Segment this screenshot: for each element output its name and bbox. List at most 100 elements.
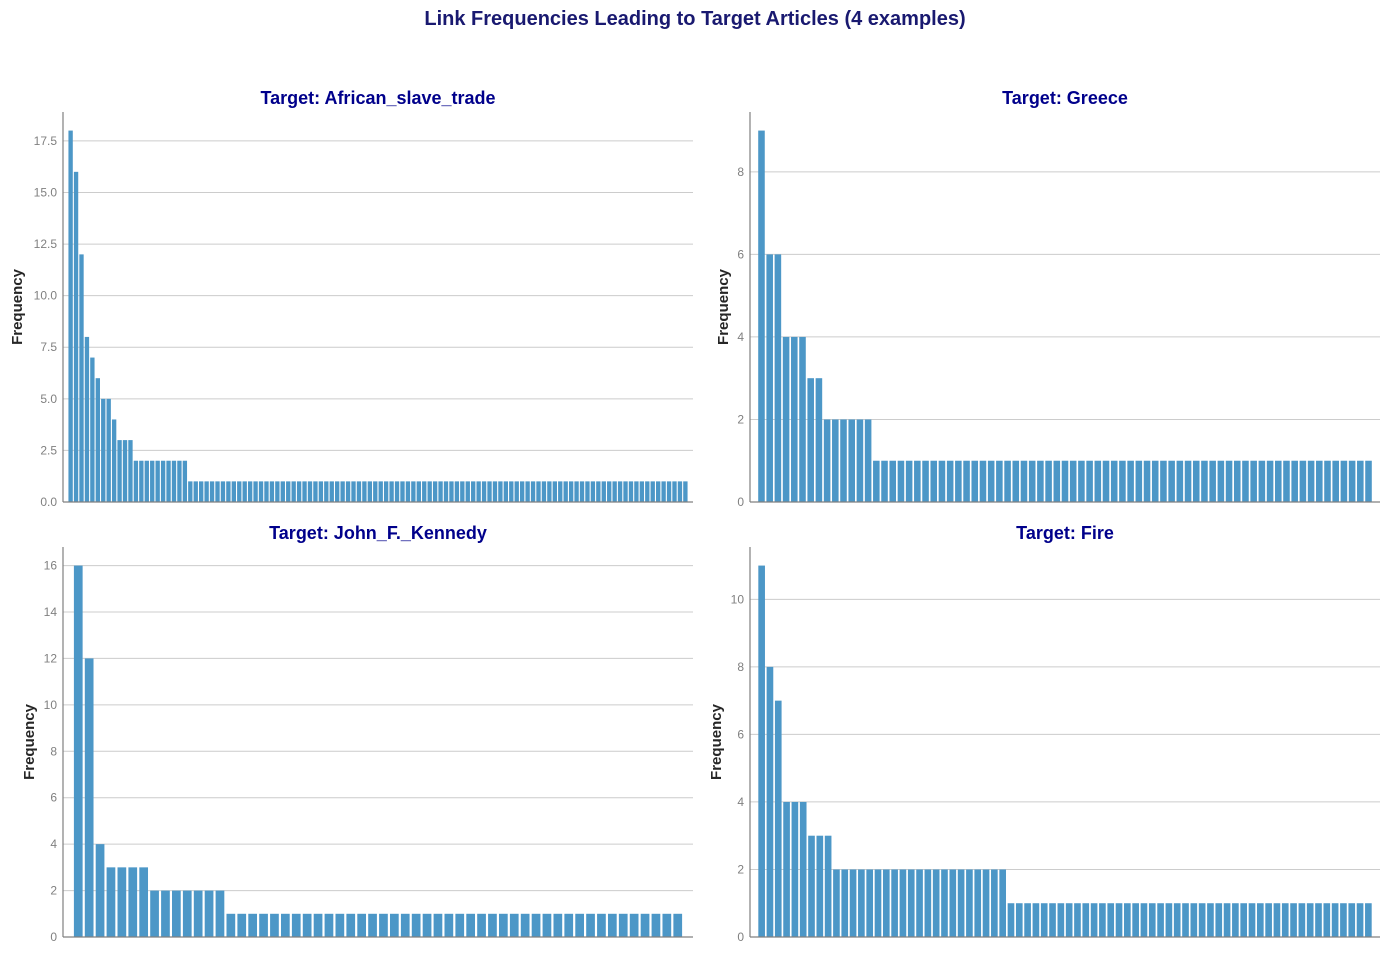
bar [1332,460,1339,502]
bar [318,481,324,502]
bar [553,913,563,937]
bar [379,913,388,937]
bar [889,460,897,502]
bar [465,481,470,502]
bar [405,481,411,502]
bar [808,835,815,937]
bar [128,440,133,502]
bar [1306,903,1314,937]
bar [946,460,954,502]
bar [313,481,318,502]
bar [432,481,438,502]
bar [1069,460,1077,502]
y-tick-label: 4 [737,330,744,344]
chart-title: Target: Fire [1016,523,1114,543]
bar [1086,460,1093,502]
bar [237,481,242,502]
bar [1015,903,1023,937]
bar [1281,903,1289,937]
bar [182,890,192,937]
bar [849,869,857,937]
bar [672,481,677,502]
bar [1365,460,1372,502]
y-tick-label: 16 [44,559,58,573]
bar [651,913,661,937]
bar [979,460,987,502]
bar [346,913,356,937]
bar [987,460,995,502]
bar [259,913,268,937]
bar [117,867,127,937]
bar [160,460,166,502]
chart-panels: 0.0 2.5 5.0 7.5 10.0 12.5 15.0 17.5 Target: Afri… [9,88,1380,944]
bar [351,481,356,502]
bar [1232,903,1239,937]
bar [1265,903,1272,937]
bar [683,481,688,502]
bar [963,460,970,502]
chart-panel-2: 0 2 4 6 8 Target: Greece Frequency [715,88,1380,509]
bar [1225,460,1233,502]
bar [106,398,111,502]
bar [422,481,427,502]
bar [601,481,606,502]
bar [128,867,138,937]
bar [106,867,116,937]
bar [220,481,226,502]
y-tick-label: 6 [737,247,744,261]
bar [368,913,377,937]
bar [617,481,623,502]
bar [193,890,203,937]
bar [1348,903,1356,937]
bar [1124,903,1131,937]
bar [139,867,149,937]
bar [73,565,83,937]
bar [171,460,177,502]
bar [481,481,487,502]
bar [914,460,921,502]
bar [1160,460,1167,502]
bar [558,481,563,502]
bar [411,913,421,937]
bar [661,481,666,502]
bar [324,481,329,502]
bar [166,460,171,502]
bar [833,869,840,937]
bar [1182,903,1189,937]
bar [378,481,383,502]
bar [389,481,394,502]
bar [848,419,855,502]
bar [373,481,378,502]
bar [1065,903,1073,937]
bar [1119,460,1126,502]
bar [666,481,672,502]
bar [466,913,476,937]
bar [840,419,847,502]
bar [596,481,601,502]
bar [1140,903,1148,937]
bar [204,890,214,937]
bar [783,801,790,937]
bar [640,913,650,937]
bar [400,481,405,502]
bar [340,481,345,502]
bar [455,913,465,937]
bar [1275,460,1282,502]
bar [291,481,296,502]
y-axis-label: Frequency [708,703,725,780]
chart-title: Target: John_F._Kennedy [269,523,487,543]
bar [1045,460,1052,502]
bar [150,460,155,502]
chart-title: Target: Greece [1002,88,1128,108]
y-axis-label: Frequency [21,703,38,780]
bar [579,481,585,502]
bar [193,481,198,502]
bar [520,913,530,937]
bar [629,913,639,937]
bar [161,890,170,937]
bar [1190,903,1198,937]
figure-title: Link Frequencies Leading to Target Artic… [424,8,965,30]
bar [791,336,798,502]
bar [1151,460,1159,502]
